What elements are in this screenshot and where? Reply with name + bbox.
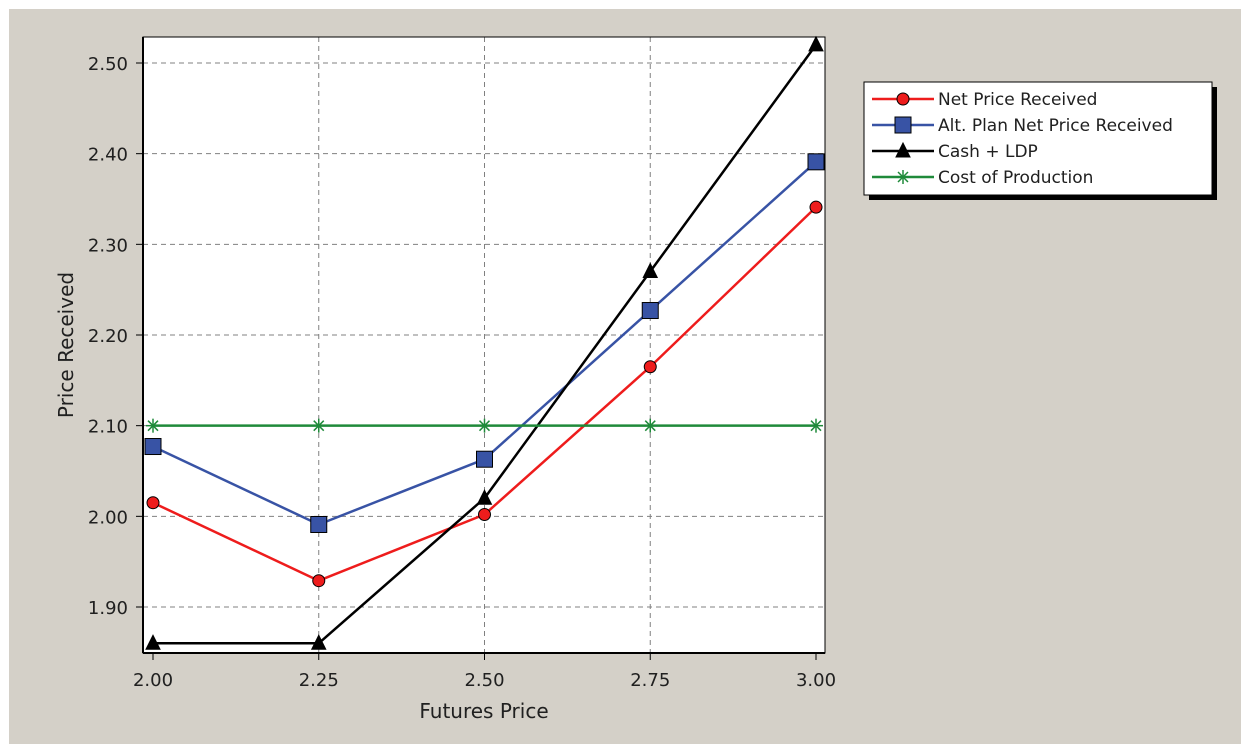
star-stroke xyxy=(897,171,909,183)
x-axis-label: Futures Price xyxy=(419,699,548,723)
y-tick-label: 2.00 xyxy=(88,507,128,528)
series-0-point-1 xyxy=(312,574,326,588)
legend-swatch-marker xyxy=(895,141,911,158)
series-1-point-2 xyxy=(476,450,493,468)
x-tick-label: 2.25 xyxy=(299,670,339,691)
star-stroke xyxy=(147,420,159,432)
series-1-point-0 xyxy=(144,438,162,456)
x-axis-tick-labels: 2.00 2.25 2.50 2.75 3.00 xyxy=(133,653,836,691)
series-3-point-4 xyxy=(809,418,823,433)
x-tick-label: 2.50 xyxy=(464,670,504,691)
legend-label: Alt. Plan Net Price Received xyxy=(938,116,1173,136)
star-stroke xyxy=(313,420,325,432)
legend-swatch-marker xyxy=(894,116,912,134)
y-axis-label: Price Received xyxy=(54,272,78,418)
x-tick-label: 2.75 xyxy=(630,670,670,691)
series-1-point-3 xyxy=(641,302,659,320)
y-tick-label: 2.50 xyxy=(88,54,128,75)
x-tick-label: 3.00 xyxy=(796,670,836,691)
legend-swatch-marker xyxy=(896,170,910,184)
series-0-point-3 xyxy=(643,360,657,374)
series-3-point-0 xyxy=(146,418,160,433)
legend-swatch-marker xyxy=(896,92,910,106)
series-0-point-2 xyxy=(478,508,491,522)
series-3-point-3 xyxy=(643,418,658,433)
series-2-point-3 xyxy=(642,262,659,279)
series-3-point-2 xyxy=(477,418,492,433)
series-2-point-2 xyxy=(476,489,493,505)
series-1-point-1 xyxy=(310,515,328,533)
legend-label: Cash + LDP xyxy=(938,142,1038,162)
legend: Net Price Received Alt. Plan Net Price Re… xyxy=(863,81,1217,200)
legend-label: Net Price Received xyxy=(938,90,1097,110)
y-tick-label: 2.30 xyxy=(88,235,128,256)
series-markers xyxy=(144,35,825,650)
legend-label: Cost of Production xyxy=(938,168,1093,188)
series-1-point-4 xyxy=(807,153,825,171)
star-stroke xyxy=(478,420,491,432)
series-2-point-4 xyxy=(808,35,824,52)
x-tick-label: 2.00 xyxy=(133,670,173,691)
y-tick-label: 2.20 xyxy=(88,326,128,347)
y-tick-label: 1.90 xyxy=(88,598,128,619)
y-axis-tick-labels: 1.90 2.00 2.10 2.20 2.30 2.40 2.50 xyxy=(88,54,143,619)
series-0-point-4 xyxy=(809,200,823,214)
series-2-point-1 xyxy=(310,634,327,650)
y-tick-label: 2.40 xyxy=(88,145,128,166)
star-stroke xyxy=(644,420,656,432)
series-3-point-1 xyxy=(311,418,326,433)
series-2-point-0 xyxy=(145,634,161,650)
star-stroke xyxy=(810,420,822,432)
y-tick-label: 2.10 xyxy=(88,417,128,438)
series-0-point-0 xyxy=(146,496,160,510)
